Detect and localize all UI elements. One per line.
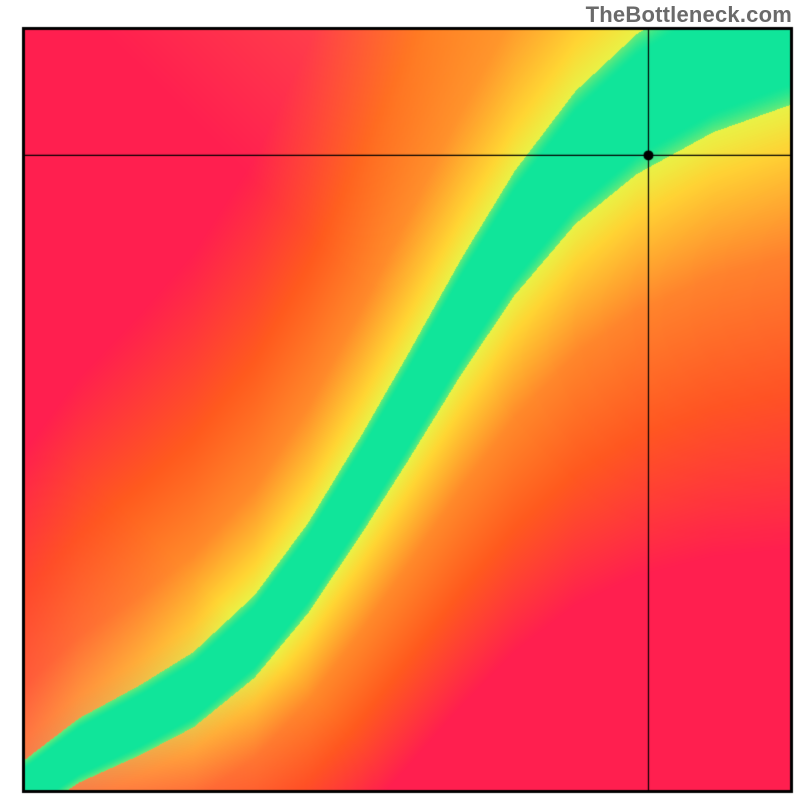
watermark-text: TheBottleneck.com	[586, 2, 792, 28]
heatmap-canvas	[0, 0, 800, 800]
